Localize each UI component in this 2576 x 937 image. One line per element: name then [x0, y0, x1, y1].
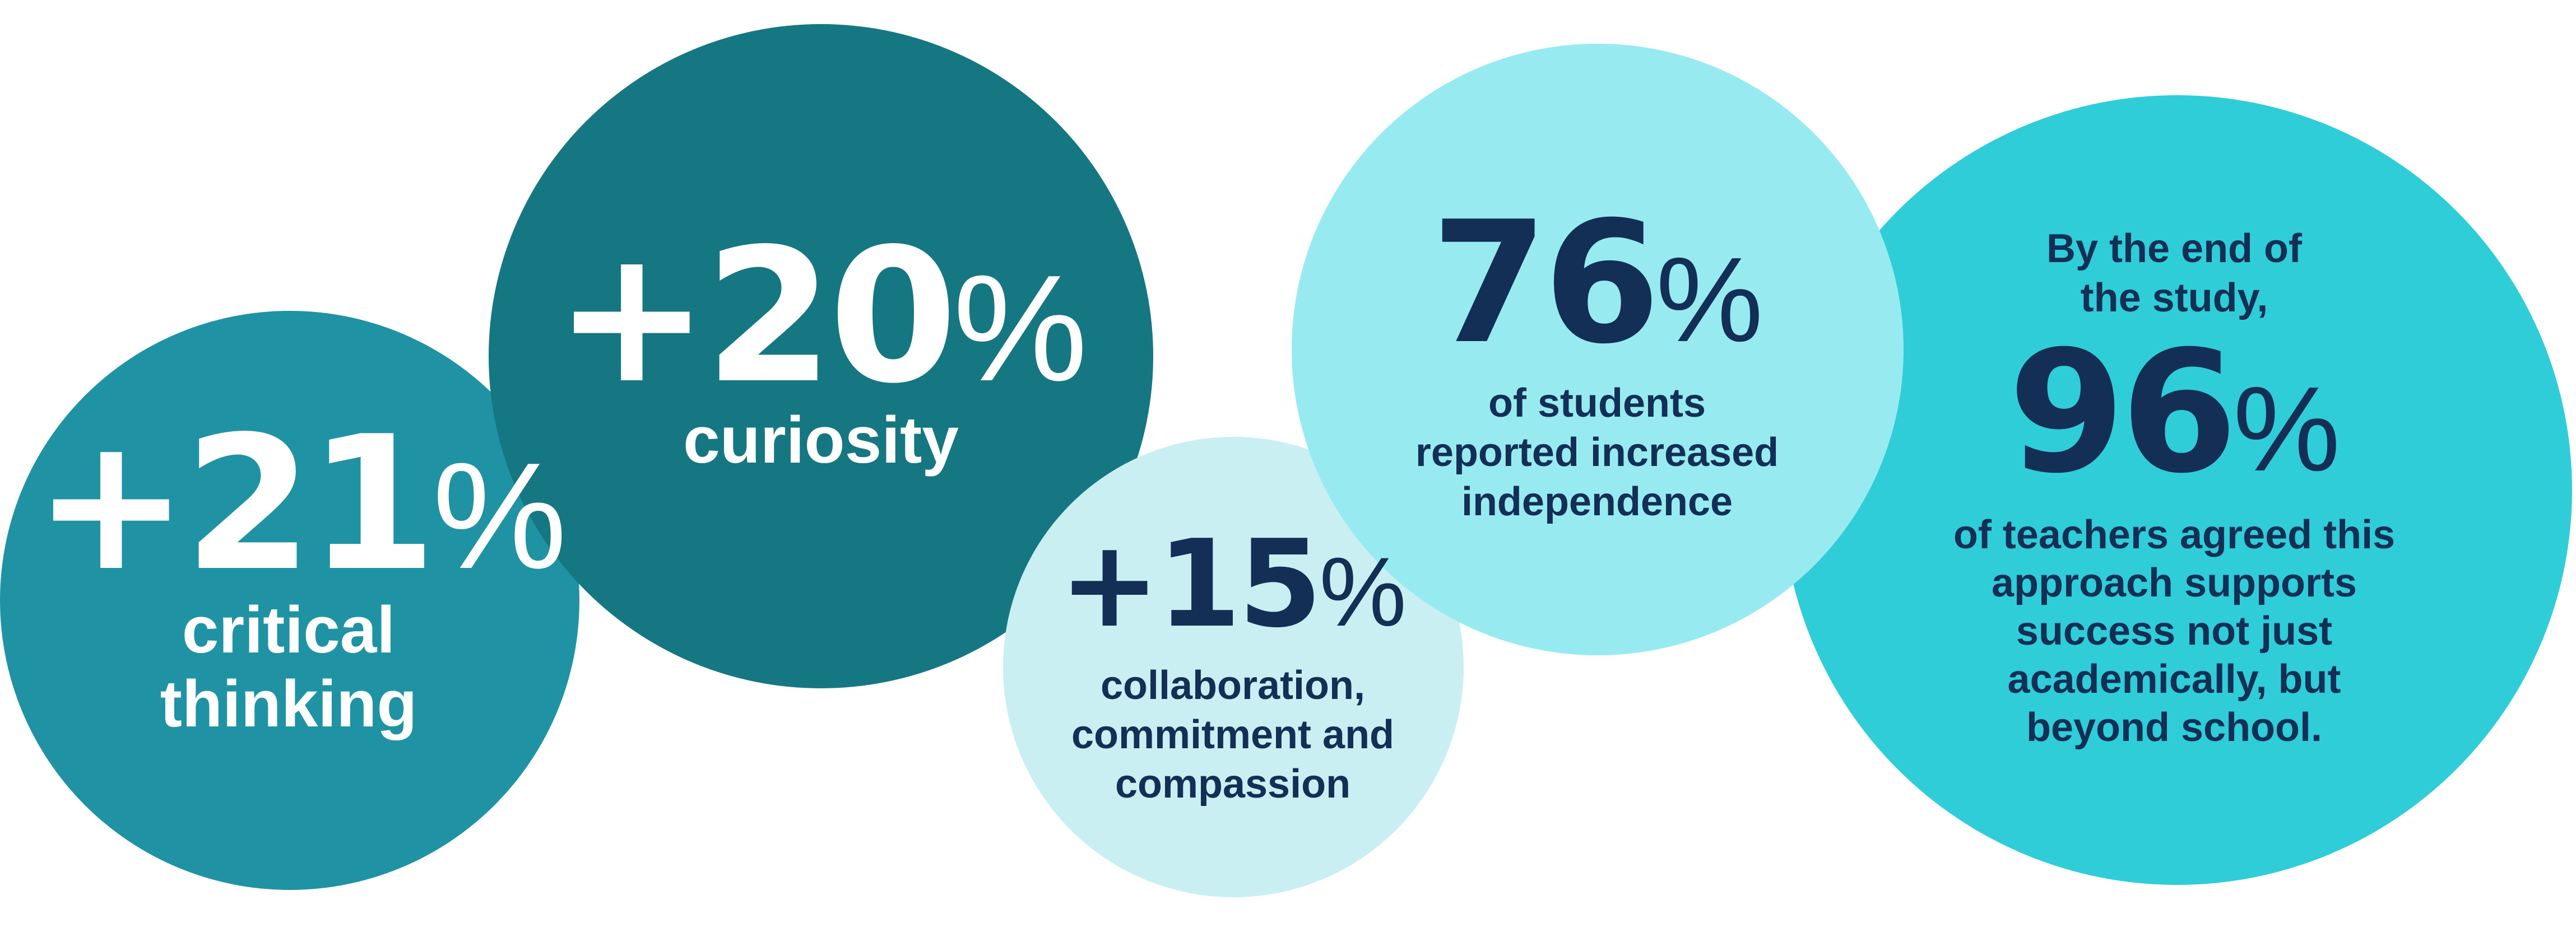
caption-line: approach supports — [1991, 561, 2357, 605]
stat-collaboration: +15% collaboration, commitment and compa… — [1020, 524, 1446, 809]
stat-number: 76 — [1431, 185, 1660, 381]
percent-sign: % — [2233, 361, 2341, 496]
stat-independence: 76% of students reported increased indep… — [1322, 199, 1872, 526]
caption-line: collaboration, — [1100, 663, 1366, 708]
caption-line: independence — [1461, 479, 1733, 524]
percent-sign: % — [432, 432, 567, 600]
intro-line: the study, — [2080, 276, 2268, 320]
teachers-circle — [1782, 95, 2572, 885]
percent-sign: % — [1656, 232, 1763, 367]
stat-intro-teachers: By the end of the study, — [1894, 224, 2454, 323]
caption-line: commitment and — [1071, 712, 1395, 757]
stat-value-critical-thinking: +21% — [34, 412, 567, 596]
stat-caption-independence: of students reported increased independe… — [1322, 379, 1872, 526]
stat-curiosity: +20% curiosity — [538, 224, 1104, 477]
stat-number: +21 — [34, 397, 437, 612]
stat-number: 96 — [2008, 315, 2238, 510]
caption-line: critical — [182, 593, 396, 667]
caption-line: beyond school. — [2026, 705, 2323, 750]
stat-value-teachers: 96% — [1894, 328, 2454, 497]
percent-sign: % — [953, 244, 1088, 413]
intro-line: By the end of — [2046, 226, 2302, 271]
critical-thinking-circle — [0, 311, 579, 890]
stat-value-independence: 76% — [1322, 199, 1872, 367]
caption-line: thinking — [160, 667, 417, 741]
caption-line: of students — [1488, 381, 1706, 426]
percent-sign: % — [1319, 538, 1407, 647]
stat-number: +20 — [554, 209, 958, 424]
stat-caption-critical-thinking: critical thinking — [34, 593, 544, 741]
caption-line: reported increased — [1415, 430, 1779, 475]
stat-caption-collaboration: collaboration, commitment and compassion — [1020, 661, 1446, 809]
stat-critical-thinking: +21% critical thinking — [34, 412, 567, 741]
caption-line: curiosity — [683, 403, 959, 477]
independence-circle — [1292, 44, 1904, 655]
caption-line: success not just — [2016, 609, 2333, 654]
caption-line: academically, but — [2007, 657, 2341, 702]
stat-teachers: By the end of the study, 96% of teachers… — [1894, 224, 2454, 752]
stat-caption-curiosity: curiosity — [538, 403, 1104, 477]
stat-value-curiosity: +20% — [538, 224, 1104, 409]
caption-line: compassion — [1115, 762, 1351, 807]
stat-caption-teachers: of teachers agreed this approach support… — [1894, 511, 2454, 752]
stat-number: +15 — [1059, 514, 1322, 654]
caption-line: of teachers agreed this — [1953, 512, 2396, 557]
stat-value-collaboration: +15% — [1020, 524, 1446, 644]
